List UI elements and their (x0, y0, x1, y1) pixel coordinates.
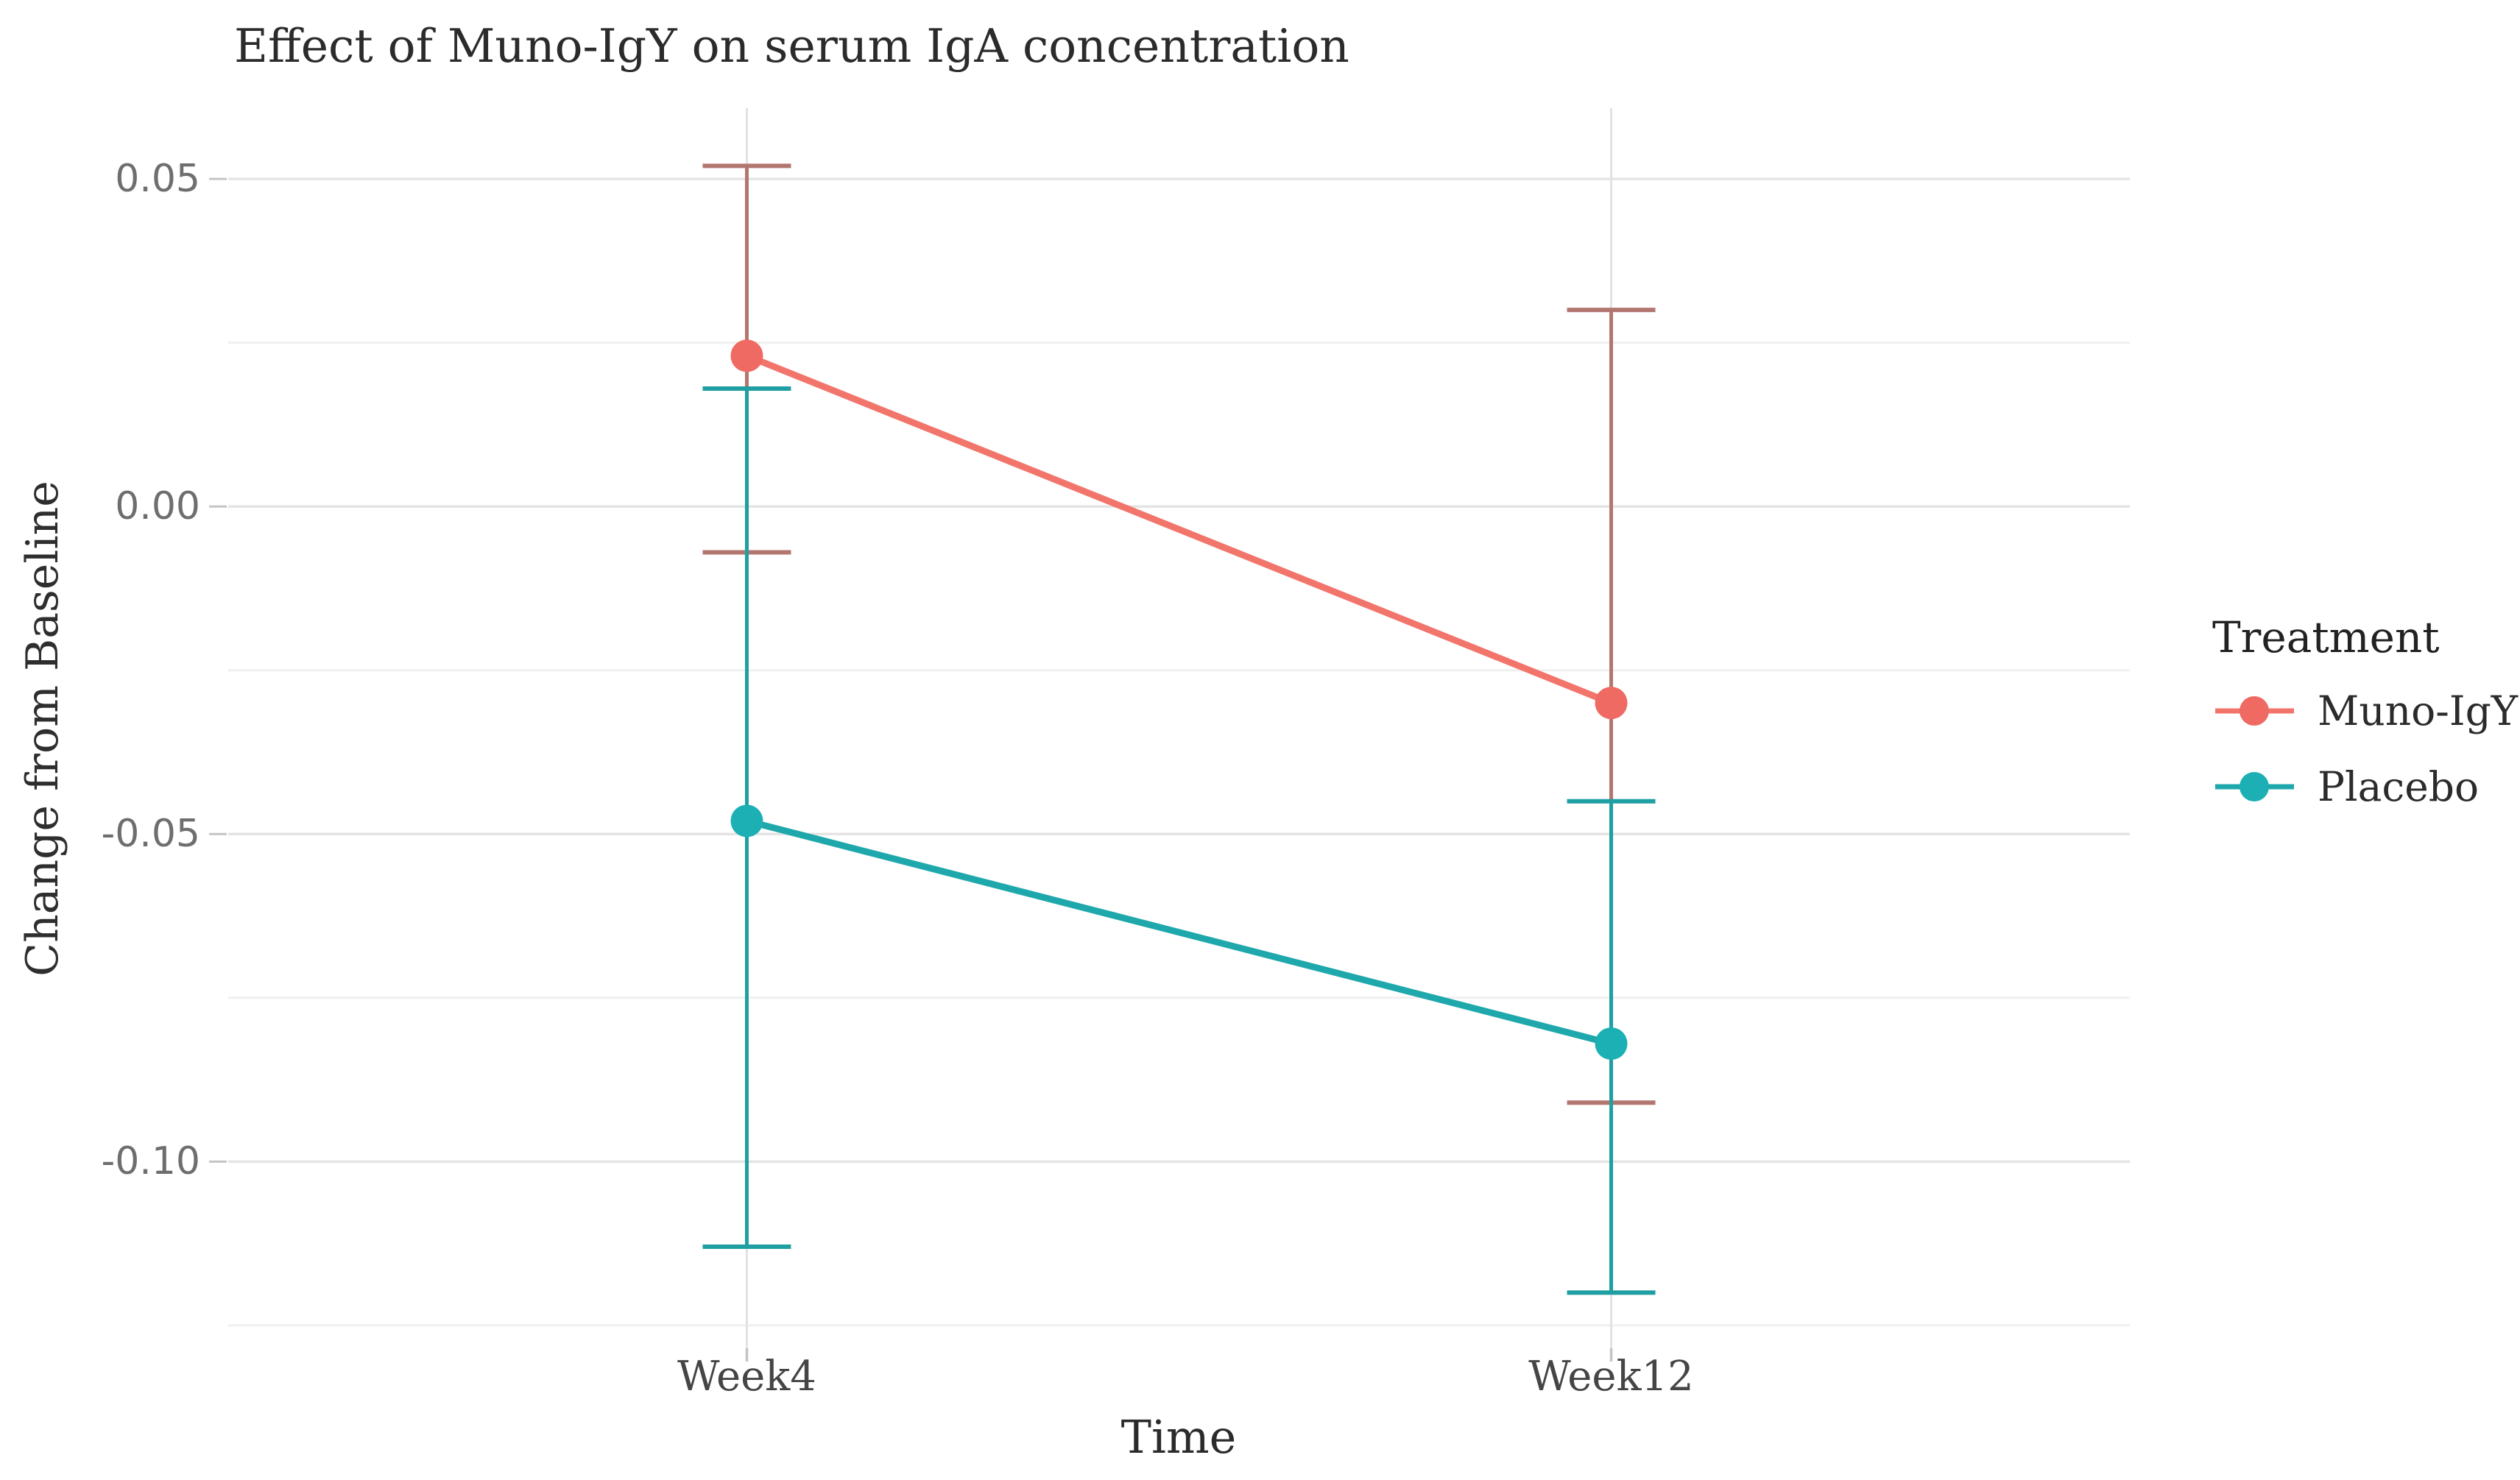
data-point (730, 804, 763, 838)
x-tick-label: Week4 (677, 1353, 816, 1401)
chart-title: Effect of Muno-IgY on serum IgA concentr… (234, 19, 1349, 73)
legend: Treatment Muno-IgY Placebo (2212, 612, 2518, 824)
legend-item-label: Placebo (2318, 762, 2480, 810)
legend-key-line-point-icon (2215, 771, 2294, 801)
legend-title: Treatment (2212, 612, 2440, 662)
y-tick-label: 0.05 (115, 157, 200, 202)
x-tick-label: Week12 (1528, 1353, 1694, 1401)
y-tick-label: -0.10 (101, 1139, 200, 1184)
legend-item: Muno-IgY (2212, 673, 2518, 748)
data-point (1595, 687, 1628, 720)
y-tick-label: -0.05 (101, 812, 200, 857)
legend-key-line-point-icon (2215, 695, 2294, 726)
x-axis-title: Time (1120, 1410, 1237, 1464)
data-point (730, 339, 763, 372)
series-line (746, 818, 1612, 1047)
data-point (1595, 1027, 1628, 1061)
legend-item: Placebo (2212, 748, 2518, 824)
y-tick-label: 0.00 (115, 484, 200, 529)
legend-item-label: Muno-IgY (2318, 687, 2519, 734)
series-line (745, 353, 1613, 707)
